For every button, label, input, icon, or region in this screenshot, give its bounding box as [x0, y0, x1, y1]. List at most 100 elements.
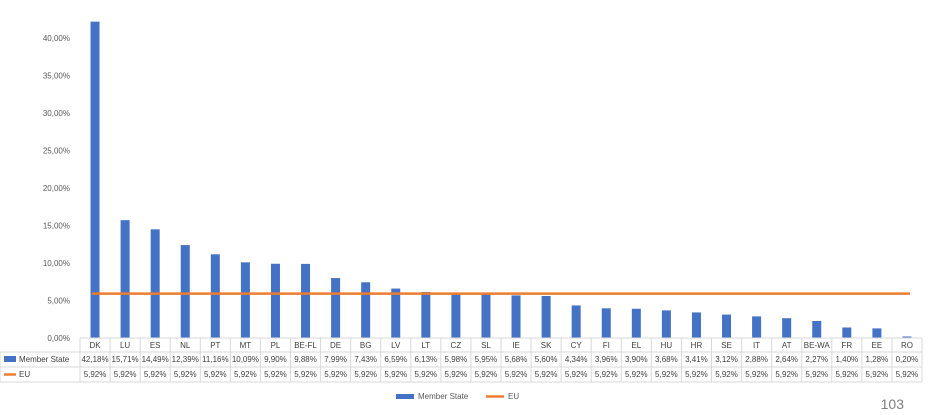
eu-value: 5,92% [174, 370, 197, 379]
category-label: PL [271, 341, 281, 350]
eu-value: 5,92% [324, 370, 347, 379]
eu-value: 5,92% [475, 370, 498, 379]
category-label: LT [421, 341, 430, 350]
member-state-value: 7,99% [324, 355, 347, 364]
member-state-value: 15,71% [112, 355, 139, 364]
member-state-value: 3,90% [625, 355, 648, 364]
member-state-value: 2,64% [775, 355, 798, 364]
legend-label-eu: EU [508, 392, 519, 401]
category-label: DE [330, 341, 341, 350]
category-label: SL [481, 341, 491, 350]
category-label: LU [120, 341, 130, 350]
category-label: FI [603, 341, 610, 350]
bar-at [782, 318, 792, 338]
member-state-value: 5,60% [535, 355, 558, 364]
y-tick-label: 5,00% [47, 297, 70, 306]
category-label: SK [541, 341, 552, 350]
category-label: SE [721, 341, 732, 350]
eu-value: 5,92% [114, 370, 137, 379]
category-label: AT [782, 341, 792, 350]
eu-value: 5,92% [84, 370, 107, 379]
y-tick-label: 10,00% [43, 259, 70, 268]
member-state-value: 9,88% [294, 355, 317, 364]
member-state-value: 1,40% [835, 355, 858, 364]
eu-value: 5,92% [896, 370, 919, 379]
member-state-value: 0,20% [896, 355, 919, 364]
bar-dk [90, 21, 100, 339]
bar-be-wa [812, 320, 822, 338]
bar-cy [571, 305, 581, 338]
bar-fr [842, 327, 852, 338]
eu-value: 5,92% [384, 370, 407, 379]
bar-lt [421, 292, 431, 338]
table-row-header-eu: EU [19, 370, 30, 379]
category-label: BE-FL [294, 341, 317, 350]
bar-sk [541, 296, 551, 338]
category-label: IE [512, 341, 520, 350]
eu-value: 5,92% [625, 370, 648, 379]
y-tick-label: 15,00% [43, 222, 70, 231]
eu-value: 5,92% [805, 370, 828, 379]
member-state-value: 3,68% [655, 355, 678, 364]
bar-hr [691, 312, 701, 338]
eu-value: 5,92% [715, 370, 738, 379]
bar-se [722, 314, 732, 338]
category-label: ES [150, 341, 161, 350]
member-state-value: 2,88% [745, 355, 768, 364]
eu-value: 5,92% [655, 370, 678, 379]
bar-ee [872, 328, 882, 338]
eu-value: 5,92% [535, 370, 558, 379]
member-state-value: 14,49% [142, 355, 169, 364]
bar-ro [902, 336, 912, 338]
category-label: FR [841, 341, 852, 350]
bar-nl [180, 245, 190, 338]
category-label: MT [240, 341, 252, 350]
member-state-value: 5,98% [445, 355, 468, 364]
legend-label-member-state: Member State [418, 392, 469, 401]
member-state-value: 11,16% [202, 355, 229, 364]
bar-sl [481, 293, 491, 338]
bar-mt [240, 262, 250, 338]
category-label: CZ [451, 341, 462, 350]
bar-es [150, 229, 160, 338]
y-tick-label: 25,00% [43, 147, 70, 156]
member-state-value: 3,12% [715, 355, 738, 364]
bar-hu [661, 310, 671, 338]
bar-el [631, 308, 641, 338]
bar-ie [511, 295, 521, 338]
category-label: LV [391, 341, 401, 350]
bar-pt [210, 254, 220, 338]
member-state-value: 4,34% [565, 355, 588, 364]
bar-lv [391, 288, 401, 338]
category-label: IT [753, 341, 760, 350]
y-tick-label: 40,00% [43, 34, 70, 43]
category-label: BG [360, 341, 372, 350]
member-state-value: 10,09% [232, 355, 259, 364]
member-state-value: 42,18% [81, 355, 108, 364]
member-state-value: 6,59% [384, 355, 407, 364]
category-label: BE-WA [804, 341, 831, 350]
eu-value: 5,92% [565, 370, 588, 379]
member-state-value: 6,13% [414, 355, 437, 364]
y-tick-label: 20,00% [43, 184, 70, 193]
eu-value: 5,92% [835, 370, 858, 379]
eu-value: 5,92% [144, 370, 167, 379]
member-state-value: 7,43% [354, 355, 377, 364]
eu-value: 5,92% [264, 370, 287, 379]
bar-fi [601, 308, 611, 338]
member-state-value: 12,39% [172, 355, 199, 364]
bar-be-fl [301, 263, 311, 338]
bar-lu [120, 220, 130, 338]
legend-key-member-state [396, 394, 414, 399]
category-label: DK [89, 341, 101, 350]
eu-value: 5,92% [775, 370, 798, 379]
y-tick-label: 30,00% [43, 109, 70, 118]
eu-value: 5,92% [745, 370, 768, 379]
bar-pl [270, 263, 280, 338]
eu-value: 5,92% [234, 370, 257, 379]
eu-value: 5,92% [505, 370, 528, 379]
category-label: CY [571, 341, 583, 350]
eu-value: 5,92% [445, 370, 468, 379]
member-state-value: 9,90% [264, 355, 287, 364]
